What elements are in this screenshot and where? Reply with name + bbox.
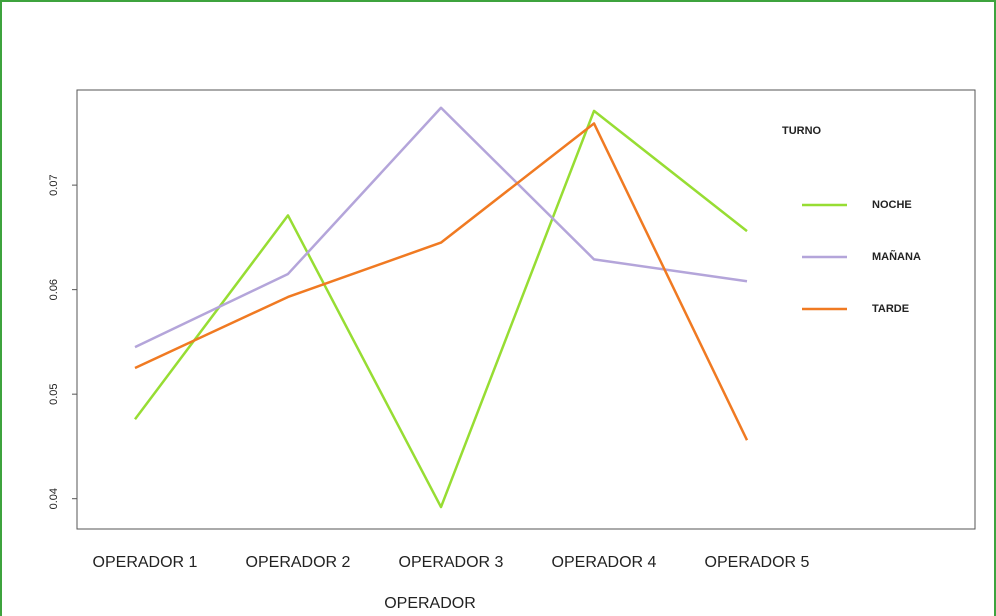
x-tick-label: OPERADOR 4: [552, 554, 657, 571]
series-line: [134, 106, 748, 349]
x-tick-label: OPERADOR 1: [93, 554, 198, 571]
x-axis-label: OPERADOR: [384, 595, 476, 612]
x-tick-label: OPERADOR 5: [705, 554, 810, 571]
y-tick-label: 0.06: [48, 279, 60, 300]
legend-title: TURNO: [782, 125, 822, 137]
series-line: [134, 109, 748, 509]
y-tick-label: 0.07: [48, 174, 60, 195]
y-tick-label: 0.05: [48, 383, 60, 404]
x-tick-label: OPERADOR 2: [246, 554, 351, 571]
legend-label: MAÑANA: [872, 250, 921, 263]
y-tick-label: 0.04: [48, 488, 60, 509]
plot-box: [76, 89, 976, 530]
legend-label: TARDE: [872, 303, 909, 315]
x-tick-label: OPERADOR 3: [399, 554, 504, 571]
legend-label: NOCHE: [872, 199, 912, 211]
series-line: [134, 122, 749, 441]
